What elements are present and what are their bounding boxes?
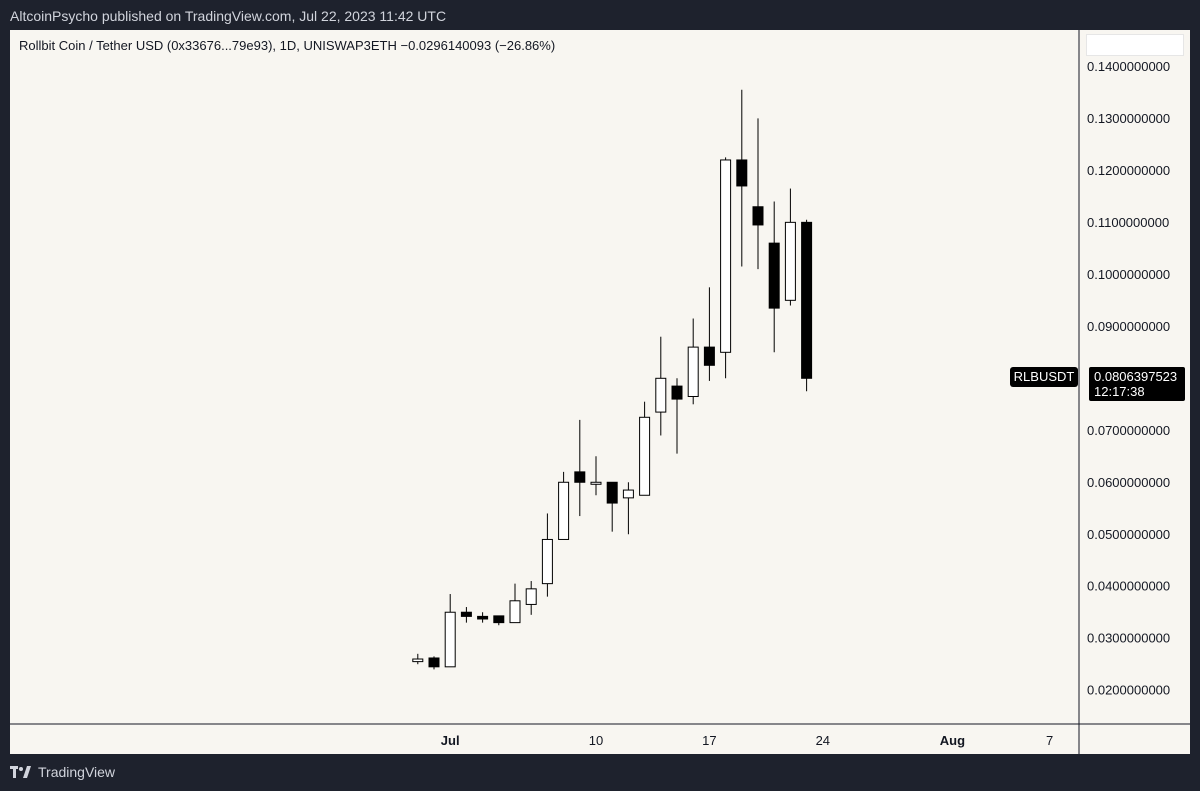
candle-body-down <box>460 611 472 617</box>
x-tick-label: Aug <box>940 733 965 748</box>
bar-countdown: 12:17:38 <box>1094 384 1145 399</box>
candle-body-down <box>606 481 618 504</box>
candle-body-down <box>428 657 440 668</box>
y-tick-label: 0.1300000000 <box>1087 111 1170 126</box>
candle-body-up <box>590 481 602 485</box>
candle-body-up <box>509 600 521 624</box>
candle-body-down <box>768 242 780 309</box>
candle-body-up <box>687 346 699 397</box>
candle-body-down <box>671 385 683 400</box>
x-tick-label: 10 <box>589 733 603 748</box>
x-tick-label: 7 <box>1046 733 1053 748</box>
candle-body-down <box>752 206 764 226</box>
candle-body-down <box>736 159 748 187</box>
chart-title: Rollbit Coin / Tether USD (0x33676...79e… <box>19 38 556 53</box>
last-price-tag: 0.0806397523 12:17:38 <box>1089 367 1185 401</box>
candlestick-chart: 0.1400000000 0.1300000000 0.1200000000 0.11… <box>10 30 1190 754</box>
footer-bar: TradingView <box>0 754 1200 791</box>
candle-body-down <box>703 346 715 366</box>
last-price-value: 0.0806397523 <box>1094 369 1178 384</box>
y-tick-label: 0.0900000000 <box>1087 319 1170 334</box>
x-tick-label: Jul <box>441 733 460 748</box>
tradingview-logo-icon <box>10 766 31 778</box>
brand-name: TradingView <box>38 764 116 780</box>
chart-frame: 0.1400000000 0.1300000000 0.1200000000 0.11… <box>10 30 1190 754</box>
candle-body-up <box>525 588 537 605</box>
brand[interactable]: TradingView <box>10 764 115 780</box>
candle-body-up <box>622 489 634 499</box>
y-tick-label: 0.0300000000 <box>1087 631 1170 646</box>
candle-body-down <box>477 615 489 620</box>
candle-body-down <box>801 221 813 379</box>
publisher-text: AltcoinPsycho published on TradingView.c… <box>10 8 447 24</box>
x-tick-label: 24 <box>816 733 830 748</box>
y-tick-label: 0.0700000000 <box>1087 423 1170 438</box>
candle-body-down <box>493 615 505 624</box>
y-tick-label: 0.0600000000 <box>1087 475 1170 490</box>
candle-body-up <box>558 481 570 540</box>
y-tick-label: 0.0200000000 <box>1087 683 1170 698</box>
top-right-box <box>1086 34 1184 56</box>
symbol-tag: RLBUSDT <box>1010 367 1078 387</box>
candle-body-up <box>655 377 667 413</box>
y-tick-label: 0.1200000000 <box>1087 163 1170 178</box>
candle-body-up <box>639 416 651 496</box>
candle-body-up <box>412 658 424 663</box>
y-tick-label: 0.1000000000 <box>1087 267 1170 282</box>
candle-body-down <box>574 471 586 483</box>
y-tick-label: 0.0500000000 <box>1087 527 1170 542</box>
candle-body-up <box>720 159 732 353</box>
y-tick-label: 0.1400000000 <box>1087 59 1170 74</box>
candle-body-up <box>784 221 796 301</box>
x-tick-label: 17 <box>702 733 716 748</box>
candle-body-up <box>444 611 456 668</box>
candle-body-up <box>541 538 553 585</box>
y-tick-label: 0.1100000000 <box>1087 215 1169 230</box>
publisher-bar: AltcoinPsycho published on TradingView.c… <box>0 0 1200 30</box>
y-tick-label: 0.0400000000 <box>1087 579 1170 594</box>
